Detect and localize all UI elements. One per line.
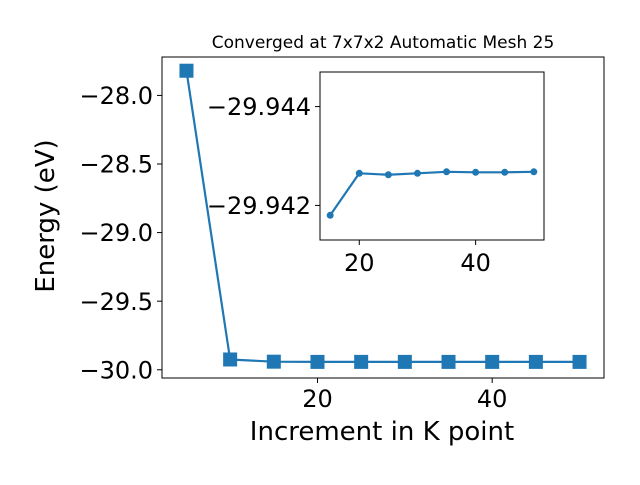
main-data-point <box>223 352 238 367</box>
main-data-point <box>266 354 281 369</box>
main-data-point <box>572 354 587 369</box>
inset-x-tick-label: 20 <box>344 249 375 277</box>
main-data-point <box>310 354 325 369</box>
main-y-tick-label: −28.5 <box>79 151 153 179</box>
inset-plot: 20 40 −29.944 −29.942 <box>207 71 545 277</box>
inset-data-point <box>326 211 334 219</box>
main-series-line <box>185 70 580 363</box>
main-data-point <box>179 63 194 78</box>
main-data-point <box>397 354 412 369</box>
main-y-tick-label: −29.0 <box>79 219 153 247</box>
main-data-point <box>528 354 543 369</box>
inset-data-point <box>443 168 451 176</box>
main-y-tick-label: −30.0 <box>79 356 153 384</box>
inset-series-line <box>329 170 534 216</box>
inset-data-point <box>501 168 509 176</box>
main-data-point <box>354 354 369 369</box>
main-data-point <box>441 354 456 369</box>
inset-x-tick-label: 40 <box>460 249 491 277</box>
x-axis-label: Increment in K point <box>250 417 514 447</box>
inset-data-point <box>355 169 363 177</box>
main-y-tick-label: −28.0 <box>79 82 153 110</box>
inset-y-tick-label: −29.944 <box>207 93 311 121</box>
inset-axes-frame <box>319 71 545 241</box>
main-data-point <box>485 354 500 369</box>
inset-data-point <box>530 168 538 176</box>
main-x-tick-label: 40 <box>477 385 508 413</box>
inset-data-point <box>384 171 392 179</box>
main-x-tick-label: 20 <box>302 385 333 413</box>
chart-title: Converged at 7x7x2 Automatic Mesh 25 <box>212 33 555 53</box>
inset-data-point <box>472 168 480 176</box>
y-axis-label: Energy (eV) <box>31 139 61 292</box>
inset-data-point <box>413 169 421 177</box>
inset-y-tick-label: −29.942 <box>207 192 311 220</box>
main-y-tick-label: −29.5 <box>79 288 153 316</box>
